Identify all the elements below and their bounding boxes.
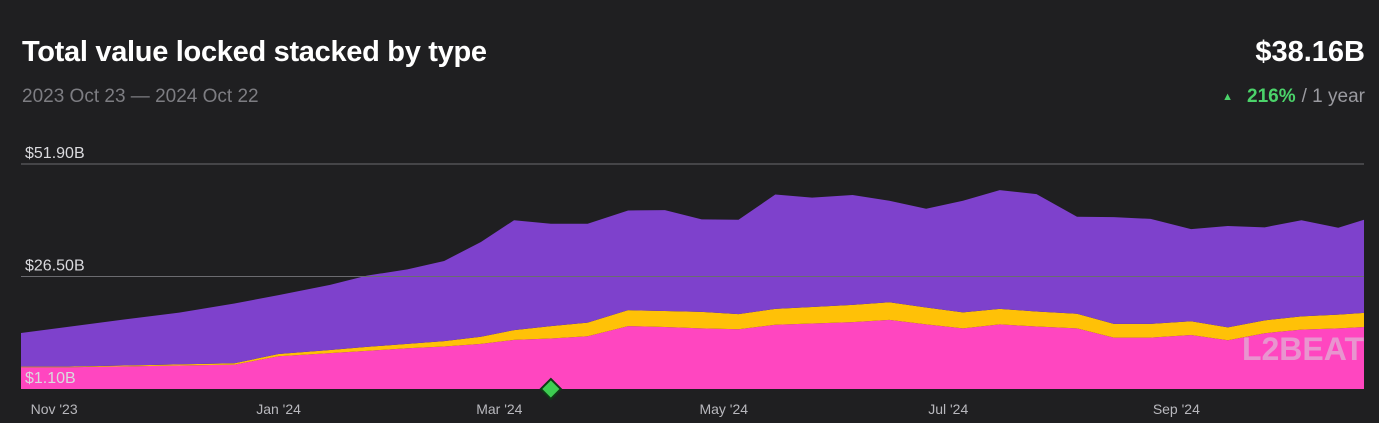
- x-tick-label: Sep '24: [1153, 401, 1200, 417]
- triangle-up-icon: ▲: [1222, 91, 1234, 103]
- y-tick-label: $51.90B: [25, 145, 85, 162]
- date-range: 2023 Oct 23 — 2024 Oct 22: [22, 86, 259, 107]
- l2beat-logo: L2BEAT: [1242, 331, 1365, 367]
- change-percent: 216%: [1247, 86, 1296, 107]
- tvl-change: ▲ 216% / 1 year: [1222, 86, 1365, 108]
- event-marker-diamond-icon[interactable]: [539, 377, 563, 401]
- x-tick-label: May '24: [699, 401, 748, 417]
- change-period: / 1 year: [1301, 86, 1365, 107]
- series-area-external: [21, 302, 1364, 368]
- series-area-canonical: [21, 190, 1364, 367]
- y-tick-label: $26.50B: [25, 258, 85, 275]
- series-area-native: [21, 319, 1364, 389]
- x-tick-label: Jan '24: [256, 401, 301, 417]
- current-tvl-value: $38.16B: [1255, 36, 1365, 68]
- x-tick-label: Jul '24: [928, 401, 968, 417]
- y-tick-label: $1.10B: [25, 370, 76, 387]
- x-tick-label: Nov '23: [31, 401, 78, 417]
- x-tick-label: Mar '24: [476, 401, 522, 417]
- chart-title: Total value locked stacked by type: [22, 36, 487, 68]
